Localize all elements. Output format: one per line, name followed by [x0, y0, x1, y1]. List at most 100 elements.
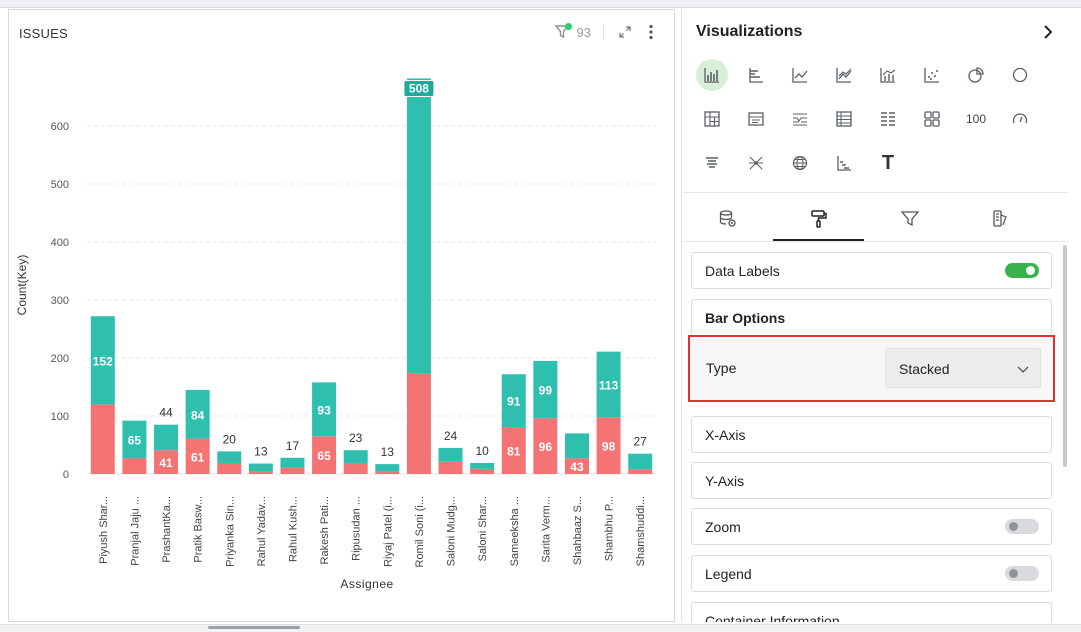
bar-segment-teal[interactable]	[343, 450, 368, 464]
bar-segment-red[interactable]	[122, 458, 147, 474]
gauge-icon[interactable]	[1004, 103, 1036, 135]
bar-segment-red[interactable]	[343, 463, 368, 474]
filter-active-dot	[564, 23, 572, 30]
network-chart-icon[interactable]	[740, 147, 772, 179]
data-label: 13	[254, 445, 268, 459]
tab-style[interactable]	[955, 197, 1046, 241]
bar-segment-red[interactable]	[406, 373, 431, 474]
x-tick-label: Shamshuddi...	[635, 496, 647, 566]
y-tick-label: 200	[51, 353, 69, 365]
bar-segment-teal[interactable]	[248, 463, 273, 472]
bar-segment-teal[interactable]	[217, 451, 242, 463]
legend-toggle[interactable]	[1005, 566, 1039, 581]
data-labels-toggle[interactable]	[1005, 263, 1039, 278]
bar-segment-red[interactable]	[248, 471, 273, 474]
bar-segment-teal[interactable]	[533, 360, 558, 419]
globe-map-icon[interactable]	[784, 147, 816, 179]
area-chart-icon[interactable]	[828, 59, 860, 91]
bar-segment-teal[interactable]	[312, 382, 337, 437]
donut-chart-icon[interactable]	[1004, 59, 1036, 91]
data-label: 41	[159, 456, 173, 470]
panel-scrollbar[interactable]	[1063, 245, 1067, 467]
chevron-right-icon[interactable]	[1040, 24, 1056, 40]
bar-segment-teal[interactable]	[628, 453, 653, 470]
bar-segment-red[interactable]	[470, 468, 495, 474]
y-tick-label: 600	[51, 121, 69, 133]
pivot-table-icon[interactable]	[696, 103, 728, 135]
data-label: 99	[539, 384, 553, 398]
x-axis-label: X-Axis	[705, 427, 746, 443]
y-tick-label: 400	[51, 237, 69, 249]
bar-segment-teal[interactable]	[596, 351, 621, 418]
bar-segment-red[interactable]	[596, 417, 621, 474]
type-label: Type	[706, 360, 737, 376]
pie-chart-icon[interactable]	[960, 59, 992, 91]
bar-segment-teal[interactable]	[280, 457, 305, 468]
x-tick-label: Rahul Yadav...	[256, 496, 268, 566]
bar-segment-teal[interactable]	[154, 424, 179, 451]
data-label: 10	[475, 444, 489, 458]
data-labels-label: Data Labels	[705, 263, 780, 279]
funnel-chart-icon[interactable]	[696, 147, 728, 179]
bar-segment-teal[interactable]	[185, 389, 210, 439]
scrollbar-thumb[interactable]	[208, 626, 300, 629]
bar-segment-red[interactable]	[438, 461, 463, 474]
text-widget-icon[interactable]: T	[881, 151, 895, 174]
filter-icon[interactable]	[554, 23, 572, 41]
bar-segment-red[interactable]	[501, 427, 526, 474]
container-information-row[interactable]: Container Information	[691, 602, 1052, 622]
chevron-down-icon	[1017, 366, 1029, 373]
filtered-table-icon[interactable]	[784, 103, 816, 135]
bar-segment-red[interactable]	[90, 404, 115, 474]
bar-segment-red[interactable]	[564, 458, 589, 474]
tab-data-source[interactable]	[682, 197, 773, 241]
bar-segment-red[interactable]	[312, 436, 337, 474]
bar-segment-teal[interactable]	[470, 462, 495, 469]
bar-segment-teal[interactable]	[564, 433, 589, 459]
expand-icon[interactable]	[616, 23, 634, 41]
bar-type-select[interactable]: Stacked	[885, 348, 1041, 388]
bar-segment-teal[interactable]	[501, 374, 526, 428]
horizontal-bar-chart-icon[interactable]	[740, 59, 772, 91]
line-chart-icon[interactable]	[784, 59, 816, 91]
x-tick-label: PrashantKa...	[161, 496, 173, 563]
vertical-bar-chart-icon[interactable]	[696, 59, 728, 91]
bar-segment-red[interactable]	[154, 450, 179, 474]
panel-divider	[682, 192, 1068, 193]
combo-chart-icon[interactable]	[872, 59, 904, 91]
bar-segment-red[interactable]	[628, 469, 653, 474]
data-labels: 152 65 41 44 61 84 20 13 17 65 93 23 13 508 24 10 81 91 96…	[93, 79, 647, 474]
bar-segment-teal[interactable]	[122, 420, 147, 459]
x-tick-label: Sarita Verm...	[540, 496, 552, 563]
tab-format[interactable]	[773, 197, 864, 241]
bar-segment-teal[interactable]	[90, 316, 115, 405]
bar-segment-red[interactable]	[280, 467, 305, 474]
kpi-number-icon[interactable]: 100	[965, 112, 987, 126]
table-icon[interactable]	[828, 103, 860, 135]
x-axis-row[interactable]: X-Axis	[691, 416, 1052, 453]
tab-filters[interactable]	[864, 197, 955, 241]
bar-segment-teal[interactable]	[406, 78, 431, 374]
bar-segment-red[interactable]	[375, 471, 400, 474]
data-label: 91	[507, 395, 521, 409]
bar-segment-teal[interactable]	[438, 447, 463, 462]
bar-segment-red[interactable]	[533, 418, 558, 474]
more-options-icon[interactable]	[642, 23, 660, 41]
x-tick-label: Riyaj Patel (i...	[382, 496, 394, 567]
bar-segment-red[interactable]	[217, 462, 242, 474]
bar-segment-red[interactable]	[185, 438, 210, 474]
horizontal-scrollbar[interactable]	[0, 624, 1081, 632]
x-tick-label: Pranjal Jaju ...	[129, 496, 141, 566]
waterfall-chart-icon[interactable]	[828, 147, 860, 179]
scatter-chart-icon[interactable]	[916, 59, 948, 91]
filter-funnel-icon	[900, 211, 919, 227]
zoom-toggle[interactable]	[1005, 519, 1039, 534]
bar-segment-teal[interactable]	[375, 464, 400, 472]
y-tick-label: 300	[51, 295, 69, 307]
detail-table-icon[interactable]	[740, 103, 772, 135]
y-axis-row[interactable]: Y-Axis	[691, 462, 1052, 499]
bar-options-header[interactable]: Bar Options	[691, 299, 1052, 336]
chart-title: ISSUES	[19, 26, 68, 41]
card-grid-icon[interactable]	[916, 103, 948, 135]
list-table-icon[interactable]	[872, 103, 904, 135]
